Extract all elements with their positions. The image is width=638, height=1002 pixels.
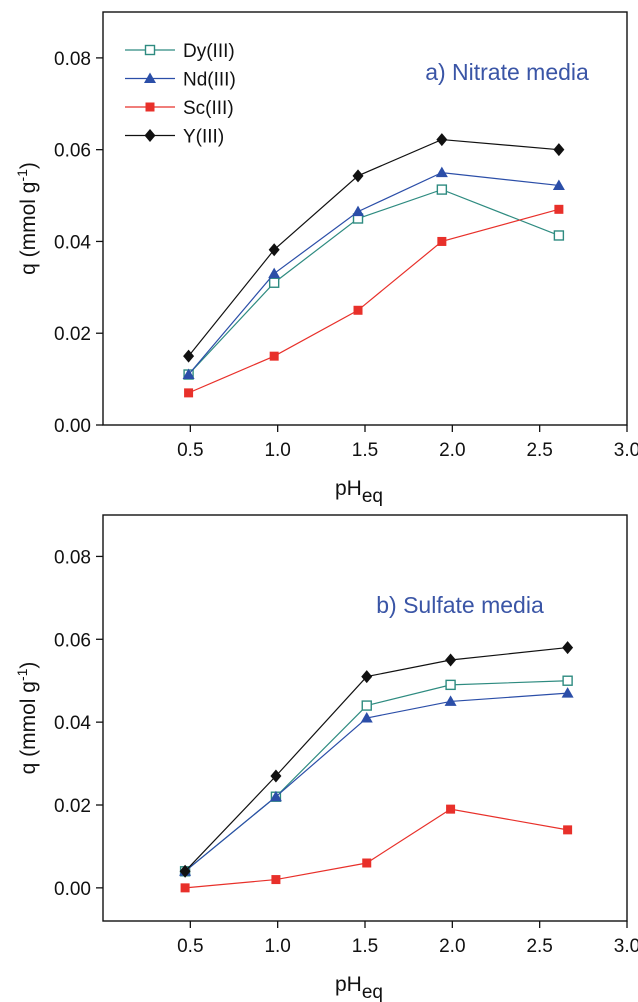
- data-point-ndiii: [552, 179, 565, 190]
- data-point-ndiii: [435, 166, 448, 178]
- data-point-dyiii: [445, 679, 456, 691]
- x-tick-label: 3.0: [614, 440, 638, 461]
- legend-item-dyiii: Dy(III): [125, 41, 235, 62]
- y-tick-label: 0.08: [54, 547, 91, 568]
- data-point-dyiii: [553, 230, 565, 241]
- series-line-sciii: [185, 808, 568, 889]
- data-point-yiii: [270, 769, 282, 783]
- data-point-yiii: [562, 641, 574, 655]
- data-point-yiii: [268, 243, 280, 257]
- x-tick-label: 0.5: [177, 440, 203, 461]
- data-point-yiii: [361, 670, 373, 684]
- data-point-dyiii: [268, 277, 280, 288]
- data-point-ndiii: [352, 205, 365, 217]
- data-point-sciii: [563, 825, 573, 835]
- x-tick-label: 0.5: [177, 936, 203, 957]
- y-tick-label: 0.02: [54, 796, 91, 817]
- x-axis-label: pHeq: [335, 477, 383, 507]
- data-point-sciii: [554, 204, 564, 214]
- legend-marker: [145, 102, 155, 112]
- data-point-dyiii: [562, 675, 573, 686]
- series-line-ndiii: [188, 171, 559, 375]
- data-point-sciii: [269, 351, 279, 361]
- data-point-sciii: [437, 236, 447, 246]
- y-tick-label: 0.02: [54, 324, 91, 345]
- legend-marker: [144, 44, 156, 56]
- legend-item-ndiii: Nd(III): [125, 70, 236, 91]
- x-axis-label: pHeq: [335, 973, 383, 1002]
- data-point-sciii: [362, 858, 372, 868]
- data-point-sciii: [446, 804, 456, 814]
- data-point-dyiii: [436, 184, 448, 195]
- y-axis-label: q (mmol g-1): [14, 662, 40, 775]
- series-line-yiii: [188, 138, 559, 357]
- legend-item-yiii: Y(III): [125, 127, 224, 148]
- series-line-ndiii: [184, 692, 568, 872]
- y-tick-label: 0.06: [54, 630, 91, 651]
- data-point-yiii: [183, 349, 195, 363]
- x-tick-label: 2.0: [439, 440, 465, 461]
- panel-title: a) Nitrate media: [425, 59, 589, 85]
- panel-nitrate: 0.5 1.0 1.5 2.0 2.5 3.0 0.00 0.02 0.04 0.06 0.08 pH…: [14, 11, 638, 507]
- legend-label: Y(III): [183, 127, 224, 148]
- legend-label: Sc(III): [183, 98, 234, 119]
- data-point-yiii: [179, 864, 191, 878]
- data-point-dyiii: [361, 700, 372, 711]
- panel-title: b) Sulfate media: [376, 592, 544, 618]
- x-tick-label: 1.5: [352, 936, 378, 957]
- x-tick-label: 3.0: [614, 936, 638, 957]
- y-axis-label: q (mmol g-1): [14, 162, 40, 275]
- data-point-sciii: [353, 305, 363, 315]
- data-point-sciii: [184, 388, 194, 398]
- data-point-sciii: [271, 875, 281, 885]
- x-tick-label: 2.0: [439, 936, 465, 957]
- y-tick-label: 0.00: [54, 879, 91, 900]
- legend-item-sciii: Sc(III): [125, 98, 234, 119]
- series-line-dyiii: [184, 680, 568, 872]
- y-tick-label: 0.04: [54, 232, 91, 253]
- legend-marker: [144, 129, 156, 142]
- legend-label: Dy(III): [183, 41, 235, 62]
- series-line-yiii: [184, 646, 568, 872]
- y-tick-label: 0.08: [54, 49, 91, 70]
- y-tick-label: 0.00: [54, 416, 91, 437]
- data-point-yiii: [445, 653, 457, 667]
- x-tick-label: 1.0: [264, 440, 290, 461]
- x-tick-label: 1.5: [352, 440, 378, 461]
- data-point-ndiii: [444, 695, 457, 706]
- data-point-ndiii: [360, 712, 373, 723]
- data-point-yiii: [436, 133, 448, 147]
- y-tick-label: 0.04: [54, 713, 91, 734]
- data-point-yiii: [352, 169, 364, 183]
- series-line-sciii: [188, 208, 560, 394]
- data-point-ndiii: [269, 790, 282, 802]
- panel-sulfate: 0.5 1.0 1.5 2.0 2.5 3.0 0.00 0.02 0.04 0.06 0.08 pH…: [14, 514, 638, 1002]
- data-point-sciii: [180, 883, 190, 893]
- y-tick-label: 0.06: [54, 141, 91, 162]
- x-tick-label: 2.5: [526, 936, 552, 957]
- data-point-yiii: [553, 143, 565, 157]
- data-point-ndiii: [268, 267, 281, 279]
- x-tick-label: 2.5: [526, 440, 552, 461]
- x-tick-label: 1.0: [264, 936, 290, 957]
- series-line-dyiii: [188, 188, 560, 375]
- data-point-ndiii: [182, 368, 195, 380]
- legend-marker: [144, 72, 156, 83]
- data-point-ndiii: [561, 687, 574, 698]
- legend-label: Nd(III): [183, 70, 236, 91]
